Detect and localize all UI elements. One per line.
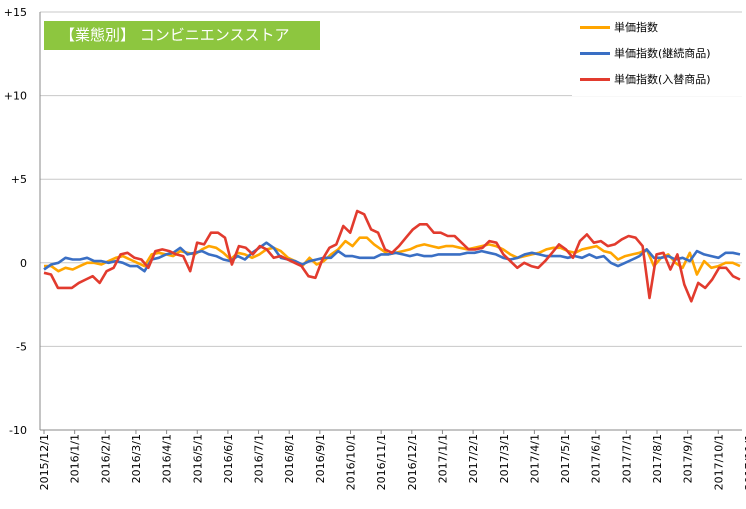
legend-label: 単価指数: [614, 21, 658, 34]
y-tick-label: 0: [20, 257, 27, 270]
x-tick-label: 2017/9/1: [682, 434, 695, 483]
legend-item: 単価指数(入替商品): [580, 72, 711, 88]
y-tick-label: +15: [4, 6, 27, 19]
x-tick-label: 2016/3/1: [130, 434, 143, 483]
x-tick-label: 2016/2/1: [99, 434, 112, 483]
x-tick-label: 2016/8/1: [283, 434, 296, 483]
x-tick-label: 2015/12/1: [38, 434, 51, 490]
y-tick-label: +5: [11, 173, 27, 186]
x-tick-label: 2016/9/1: [314, 434, 327, 483]
x-tick-label: 2017/7/1: [620, 434, 633, 483]
y-tick-label: -5: [16, 340, 27, 353]
x-tick-label: 2016/7/1: [253, 434, 266, 483]
legend-item: 単価指数: [580, 20, 658, 36]
x-tick-label: 2017/8/1: [651, 434, 664, 483]
x-tick-label: 2016/4/1: [161, 434, 174, 483]
legend-swatch-icon: [580, 77, 610, 81]
legend-label: 単価指数(入替商品): [614, 73, 711, 86]
x-tick-label: 2017/3/1: [498, 434, 511, 483]
series-line-3: [43, 209, 741, 303]
chart-title: 【業態別】 コンビニエンスストア: [44, 21, 320, 50]
x-tick-label: 2017/1/1: [436, 434, 449, 483]
x-tick-label: 2017/10/1: [712, 434, 725, 490]
x-tick-label: 2017/4/1: [528, 434, 541, 483]
y-axis-ticks: +15 +10 +5 0 -5 -10: [4, 6, 27, 437]
x-tick-label: 2016/10/1: [345, 434, 358, 490]
legend-item: 単価指数(継続商品): [580, 46, 711, 62]
axes: [39, 12, 742, 431]
x-tick-label: 2017/11/1: [743, 434, 746, 490]
legend-label: 単価指数(継続商品): [614, 47, 711, 60]
y-tick-label: -10: [9, 424, 27, 437]
x-axis-ticks: 2015/12/1 2016/1/1 2016/2/1 2016/3/1 2016/4/…: [38, 430, 746, 490]
x-tick-label: 2017/2/1: [467, 434, 480, 483]
series-lines: [43, 209, 741, 303]
x-tick-label: 2016/1/1: [69, 434, 82, 483]
x-tick-label: 2016/5/1: [191, 434, 204, 483]
x-tick-label: 2017/6/1: [590, 434, 603, 483]
x-tick-label: 2016/6/1: [222, 434, 235, 483]
x-tick-label: 2016/11/1: [375, 434, 388, 490]
legend-swatch-icon: [580, 25, 610, 29]
legend: 単価指数 単価指数(継続商品) 単価指数(入替商品): [572, 14, 742, 96]
y-tick-label: +10: [4, 90, 27, 103]
legend-swatch-icon: [580, 51, 610, 55]
x-tick-label: 2016/12/1: [406, 434, 419, 490]
x-tick-label: 2017/5/1: [559, 434, 572, 483]
